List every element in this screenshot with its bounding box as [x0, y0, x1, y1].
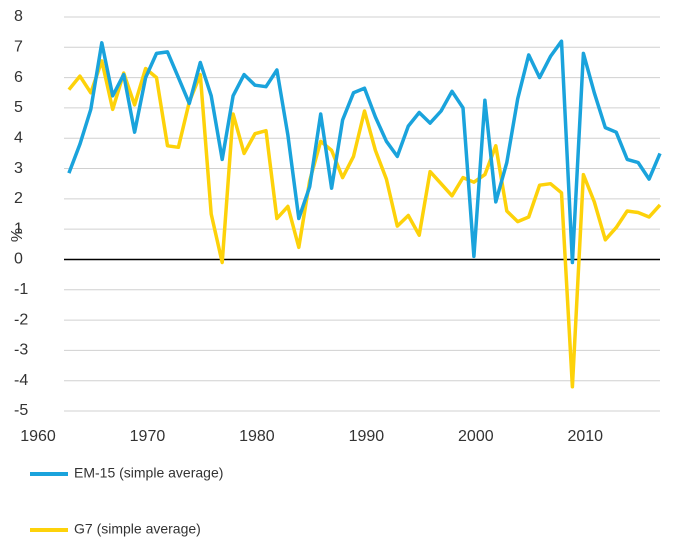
y-tick-label: 6 — [14, 69, 23, 86]
y-axis-label: % — [9, 228, 26, 242]
y-tick-label: -2 — [14, 311, 28, 328]
series-line — [67, 59, 662, 389]
y-tick-label: 4 — [14, 129, 23, 146]
legend-label: EM-15 (simple average) — [74, 465, 223, 481]
y-tick-label: 7 — [14, 39, 23, 56]
y-tick-label: -5 — [14, 402, 28, 419]
x-tick-label: 1970 — [130, 428, 166, 445]
y-tick-label: 2 — [14, 190, 23, 207]
y-tick-label: 1 — [14, 220, 23, 237]
y-tick-label: -4 — [14, 372, 28, 389]
legend: EM-15 (simple average) G7 (simple average… — [30, 465, 223, 537]
y-tick-label: 0 — [14, 251, 23, 268]
y-tick-label: -3 — [14, 342, 28, 359]
y-tick-label: 5 — [14, 99, 23, 116]
y-tick-label: -1 — [14, 281, 28, 298]
y-tick-label: 8 — [14, 8, 23, 25]
x-tick-label: 2010 — [567, 428, 603, 445]
x-tick-label: 1980 — [239, 428, 275, 445]
x-tick-label: 2000 — [458, 428, 494, 445]
y-tick-label: 3 — [14, 160, 23, 177]
x-tick-label: 1990 — [349, 428, 385, 445]
x-tick-label: 1960 — [20, 428, 56, 445]
series-line — [67, 39, 662, 265]
legend-label: G7 (simple average) — [74, 521, 201, 537]
